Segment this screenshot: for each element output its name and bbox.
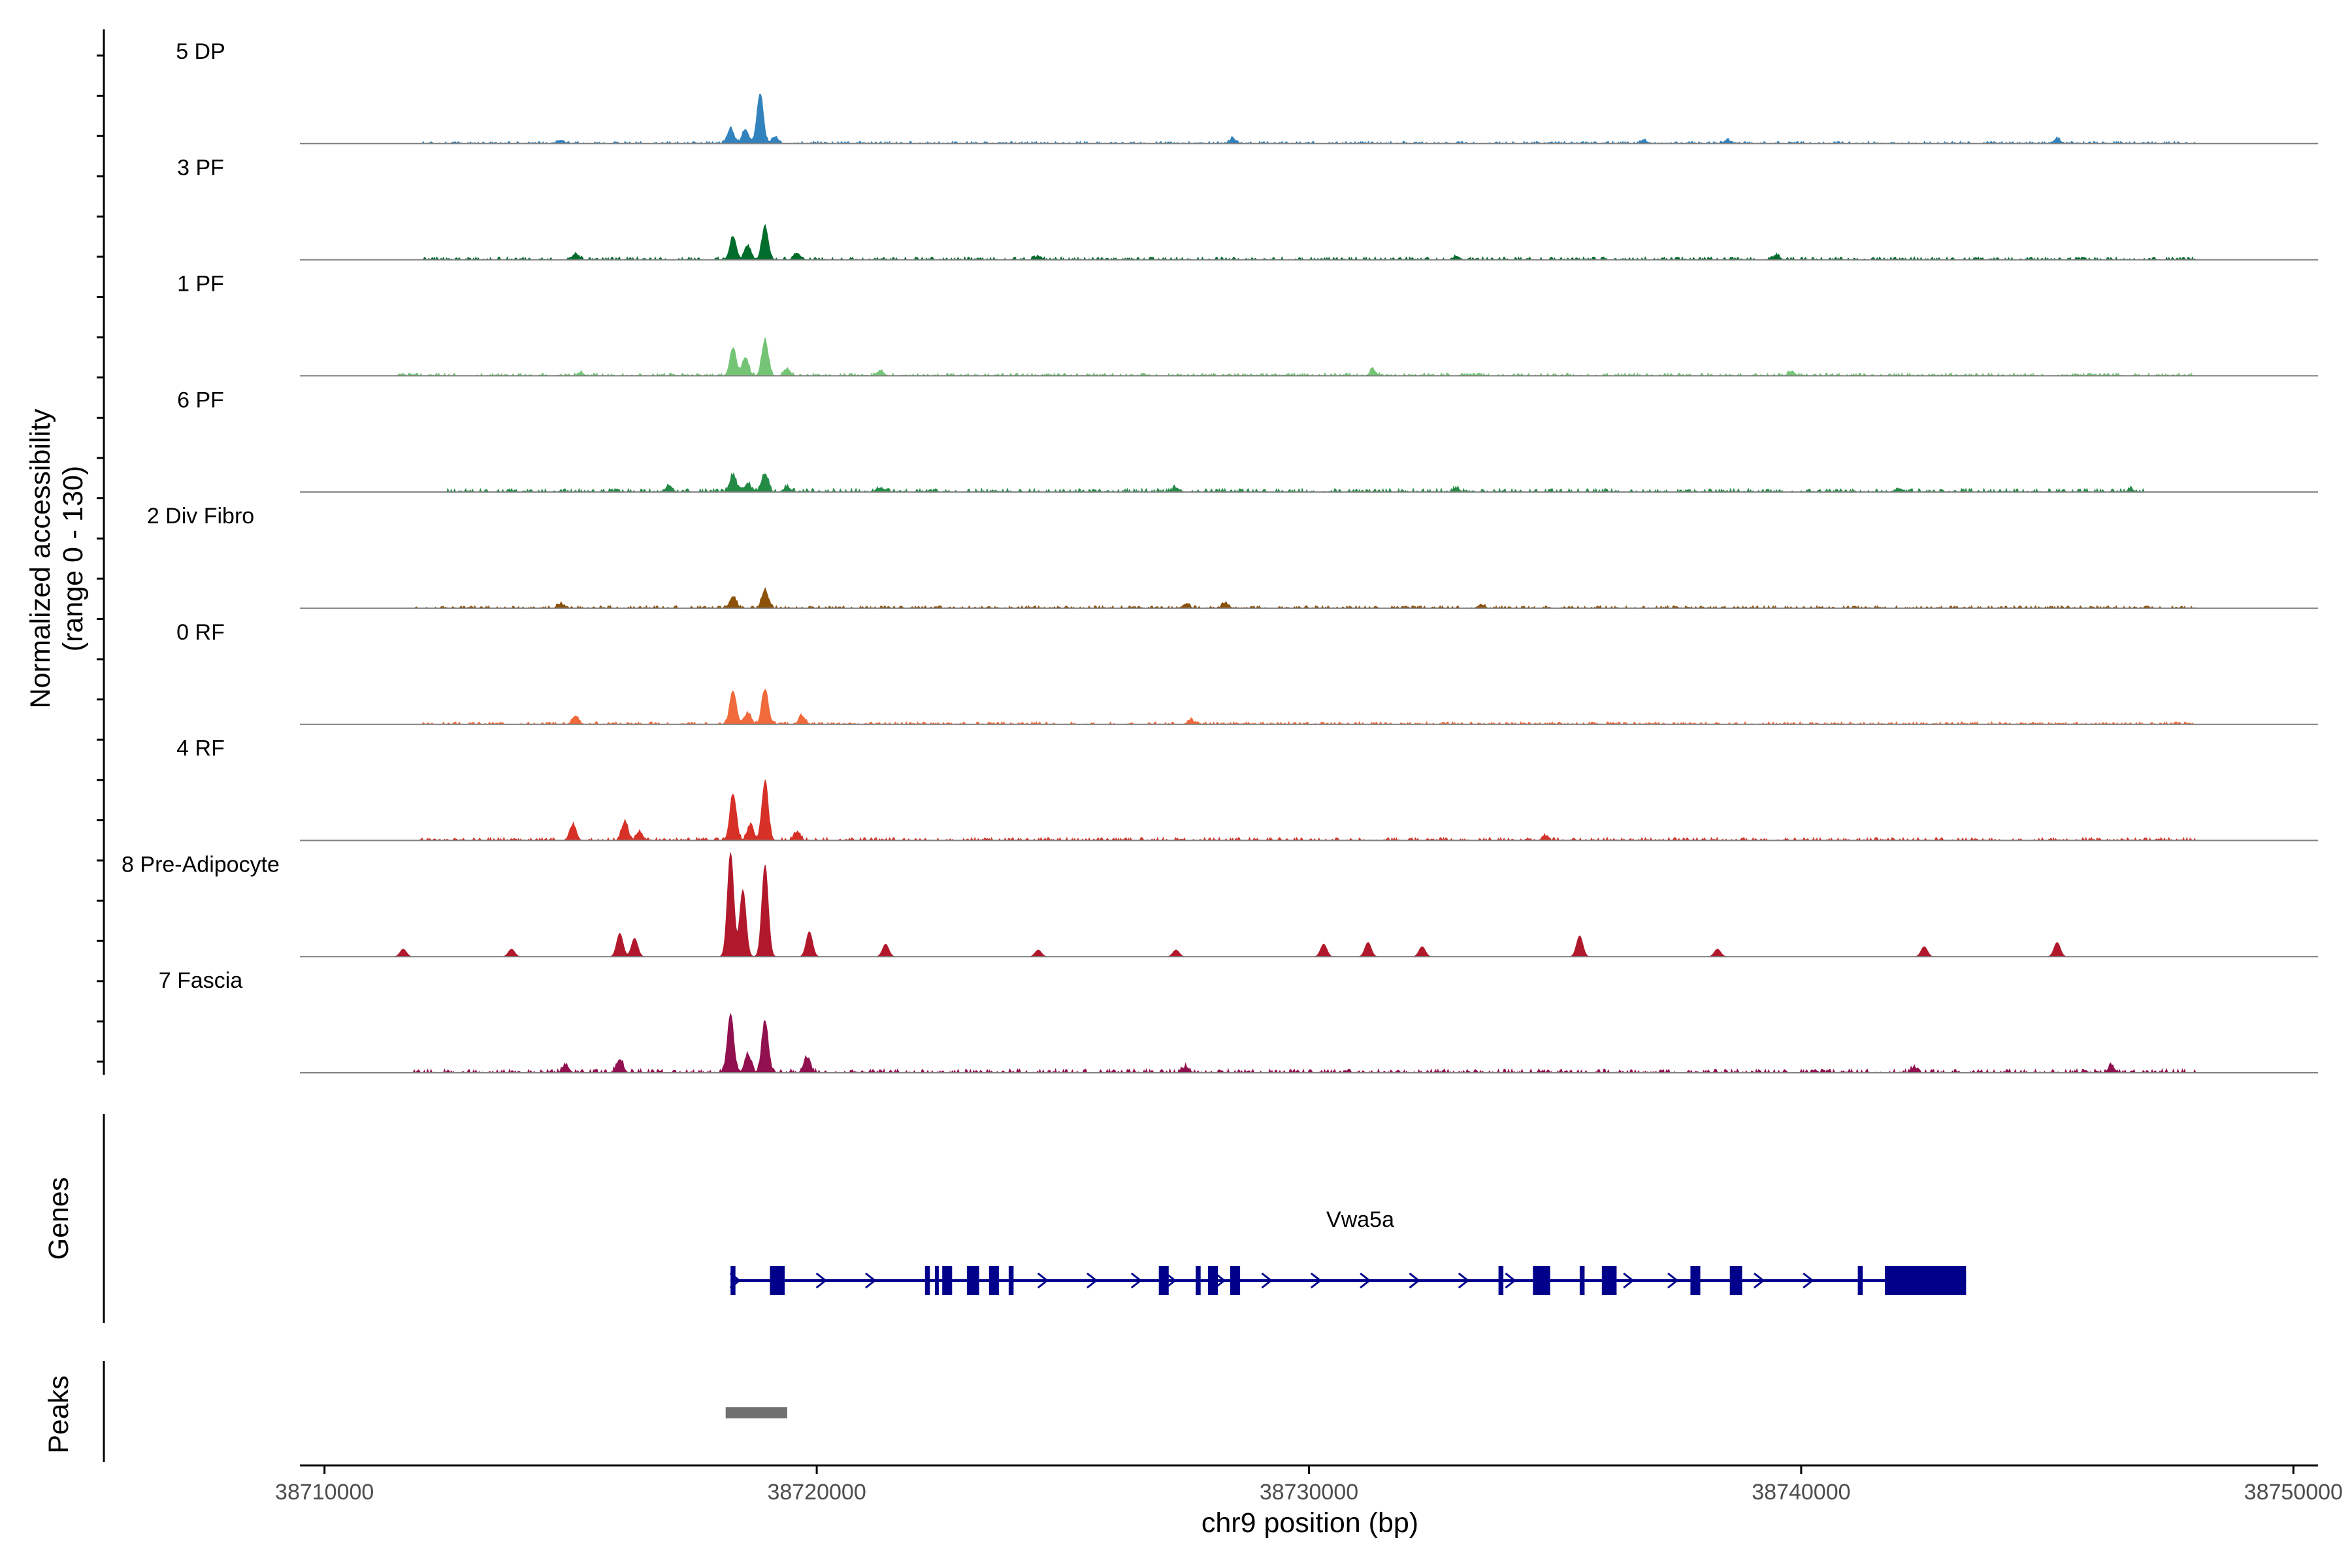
gene-name-label: Vwa5a: [1326, 1207, 1394, 1232]
gene-exon: [924, 1266, 930, 1295]
strand-arrow: [1261, 1272, 1273, 1289]
strand-arrow: [1086, 1272, 1098, 1289]
gene-exon: [730, 1266, 736, 1295]
track-label: 1 PF: [177, 272, 224, 297]
x-axis-ticks: 38710000 38720000 38730000 38740000 38750000: [275, 1465, 2343, 1505]
gene-exon: [1533, 1266, 1550, 1295]
gene-exon: [1857, 1266, 1863, 1295]
strand-arrow: [1037, 1272, 1049, 1289]
track-coverage: [300, 852, 2318, 957]
track-label: 8 Pre-Adipocyte: [122, 852, 280, 877]
track-coverage: [300, 1013, 2318, 1074]
gene-exon: [942, 1266, 953, 1295]
strand-arrow: [1130, 1272, 1143, 1289]
track-6-pf: 6 PF: [177, 387, 2318, 493]
track-7-fascia: 7 Fascia: [159, 968, 2318, 1074]
gene-exon: [1601, 1266, 1617, 1295]
gene-exon: [1498, 1266, 1504, 1295]
gene-exon: [1196, 1266, 1201, 1295]
track-coverage: [300, 587, 2318, 610]
strand-arrow: [1310, 1272, 1322, 1289]
track-label: 6 PF: [177, 387, 224, 412]
track-coverage: [300, 779, 2318, 841]
strand-arrow: [1753, 1272, 1765, 1289]
gene-exon: [988, 1266, 999, 1295]
strand-arrow: [1409, 1272, 1420, 1289]
strand-arrow: [865, 1272, 877, 1289]
gene-exon: [934, 1266, 939, 1295]
track-0-rf: 0 RF: [176, 620, 2318, 725]
track-label: 0 RF: [176, 620, 225, 645]
peak-track: [725, 1407, 787, 1418]
track-8-pre-adipocyte: 8 Pre-Adipocyte: [122, 852, 2318, 958]
strand-arrow: [1505, 1272, 1516, 1289]
gene-exon: [1729, 1266, 1742, 1295]
track-label: 4 RF: [176, 736, 225, 761]
x-tick-label: 38720000: [767, 1480, 866, 1505]
gene-exon: [1579, 1266, 1585, 1295]
track-label: 2 Div Fibro: [147, 504, 254, 529]
track-coverage: [300, 472, 2318, 493]
track-label: 5 DP: [176, 39, 225, 64]
track-4-rf: 4 RF: [176, 736, 2318, 841]
track-coverage: [300, 689, 2318, 725]
gene-exon: [1008, 1266, 1014, 1295]
strand-arrow: [1360, 1272, 1371, 1289]
strand-arrow: [815, 1272, 828, 1289]
gene-exon: [966, 1266, 979, 1295]
peaks-label: Peaks: [43, 1375, 74, 1454]
x-tick-label: 38730000: [1260, 1480, 1358, 1505]
track-2-div-fibro: 2 Div Fibro: [147, 504, 2318, 610]
track-coverage: [300, 93, 2318, 144]
genes-label: Genes: [43, 1177, 74, 1260]
gene-track: [729, 1266, 1967, 1295]
y-axis-label-range: (range 0 - 130): [57, 466, 89, 651]
gene-exon: [1885, 1266, 1967, 1295]
strand-arrow: [1165, 1272, 1177, 1289]
strand-arrow: [1667, 1272, 1679, 1289]
track-3-pf: 3 PF: [177, 155, 2318, 261]
track-label: 7 Fascia: [159, 968, 243, 993]
gene-exon: [770, 1266, 785, 1295]
gene-exon: [1208, 1266, 1218, 1295]
x-tick-label: 38750000: [2244, 1480, 2343, 1505]
track-1-pf: 1 PF: [177, 272, 2318, 377]
strand-arrow: [1623, 1272, 1635, 1289]
gene-exon: [1690, 1266, 1701, 1295]
gene-exon: [1230, 1266, 1241, 1295]
gene-exon: [1158, 1266, 1169, 1295]
peak-region: [725, 1407, 787, 1418]
x-tick-label: 38710000: [275, 1480, 374, 1505]
y-axis-label: Normalized accessibility: [25, 408, 56, 708]
strand-arrow: [1458, 1272, 1470, 1289]
track-label: 3 PF: [177, 155, 224, 180]
track-5-dp: 5 DP: [176, 39, 2318, 144]
strand-arrow: [1214, 1272, 1226, 1289]
track-coverage: [300, 337, 2318, 377]
track-coverage: [300, 223, 2318, 261]
x-axis-label: chr9 position (bp): [1201, 1507, 1418, 1539]
strand-arrow: [1803, 1272, 1814, 1289]
tracks: 5 DP 3 PF 1 PF 6 PF 2 Div Fibro 0 RF 4 RF 8 Pre…: [122, 39, 2318, 1074]
tracks-y-axis: [97, 29, 105, 1075]
x-tick-label: 38740000: [1752, 1480, 1850, 1505]
